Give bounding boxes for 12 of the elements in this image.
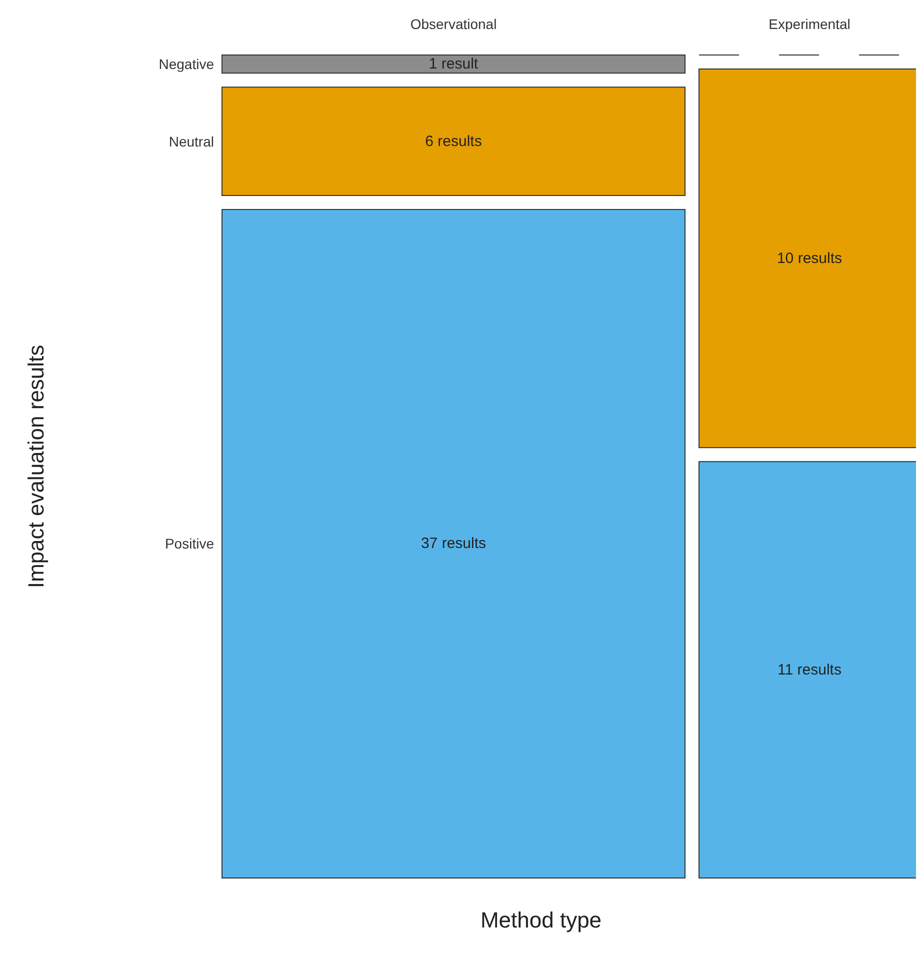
data-label: 1 result (428, 56, 479, 73)
series-label: Negative (158, 56, 214, 72)
series-label: Positive (164, 536, 214, 552)
data-label: 37 results (420, 535, 486, 552)
data-label: 10 results (776, 250, 842, 267)
data-label: 11 results (778, 661, 842, 678)
data-label: 6 results (425, 132, 482, 150)
text: Impact evaluation results (24, 344, 48, 588)
category-label: Experimental (768, 16, 850, 32)
text: Method type (480, 908, 602, 932)
series-label: Neutral (168, 133, 214, 150)
category-label: Observational (410, 16, 497, 32)
